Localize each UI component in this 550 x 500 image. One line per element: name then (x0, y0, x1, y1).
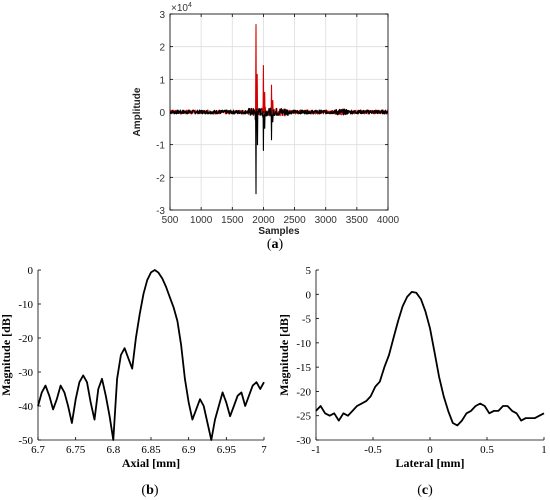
x-tick-label: 2000 (252, 215, 275, 226)
y-tick-label: 3 (159, 10, 165, 21)
y-tick-label: -20 (18, 333, 33, 345)
y-tick-label: -50 (18, 435, 33, 447)
x-tick-label: 0.5 (480, 444, 494, 456)
x-tick-label: 6.85 (141, 444, 161, 456)
y-tick-label: -2 (156, 173, 165, 184)
y-tick-label: -10 (296, 338, 311, 350)
x-tick-label: 7 (261, 444, 267, 456)
y-tick-label: 0 (306, 289, 312, 301)
y-exponent-label: ×104 (171, 2, 192, 14)
x-tick-label: 1 (541, 444, 547, 456)
x-tick-label: 500 (162, 215, 179, 226)
y-tick-label: 2 (159, 43, 165, 54)
y-tick-label: 0 (159, 108, 165, 119)
chart-a: 500 1000 1500 2000 2500 3000 3500 4000 -3 -2 -1 0 1 2… (132, 2, 400, 237)
y-tick-label: -10 (18, 299, 33, 311)
chart-c: -1 -0.5 0 0.5 1 -30 -25 -20 -15 -10 -5 0 5 Lateral [m… (277, 265, 547, 470)
y-tick-label: 1 (159, 75, 165, 86)
y-tick-label: -5 (302, 314, 312, 326)
x-tick-label: 6.8 (106, 444, 120, 456)
y-tick-label: 0 (28, 265, 34, 277)
y-tick-label: -30 (296, 435, 311, 447)
x-tick-label: 1000 (190, 215, 213, 226)
x-tick-label: 0 (427, 444, 433, 456)
y-tick-label: -1 (156, 141, 165, 152)
y-tick-label: -40 (18, 401, 33, 413)
x-axis-label: Samples (258, 226, 300, 237)
x-tick-label: -0.5 (364, 444, 382, 456)
x-tick-label: -1 (311, 444, 320, 456)
y-tick-label: 5 (306, 265, 312, 277)
x-tick-label: 6.75 (66, 444, 86, 456)
series-line-black (170, 107, 388, 195)
x-axis-label: Lateral [mm] (396, 456, 465, 470)
y-tick-label: -3 (156, 206, 165, 217)
x-tick-label: 1500 (221, 215, 244, 226)
x-tick-label: 3000 (315, 215, 338, 226)
panel-label-a: (a) (267, 237, 284, 252)
y-axis-label: Amplitude (132, 87, 143, 136)
y-axis-label: Magnitude [dB] (277, 314, 291, 396)
x-axis-label: Axial [mm] (122, 456, 180, 470)
y-axis-label: Magnitude [dB] (0, 314, 13, 396)
y-tick-label: -15 (296, 362, 311, 374)
y-tick-label: -25 (296, 411, 311, 423)
x-tick-label: 6.7 (31, 444, 45, 456)
x-tick-label: 6.9 (182, 444, 196, 456)
y-tick-label: -20 (296, 386, 311, 398)
x-tick-label: 3500 (346, 215, 369, 226)
series-line-red (170, 23, 388, 117)
x-tick-label: 2500 (283, 215, 306, 226)
panel-label-b: (b) (141, 483, 158, 498)
series-line-axial (37, 269, 265, 441)
chart-b: 6.7 6.75 6.8 6.85 6.9 6.95 7 -50 -40 -30 -20 -10 0 Ax… (0, 265, 267, 470)
panel-label-c: (c) (417, 483, 433, 498)
x-tick-label: 4000 (377, 215, 400, 226)
y-tick-label: -30 (18, 367, 33, 379)
series-group (170, 23, 388, 195)
series-line-lateral (315, 290, 545, 427)
x-tick-label: 6.95 (217, 444, 237, 456)
